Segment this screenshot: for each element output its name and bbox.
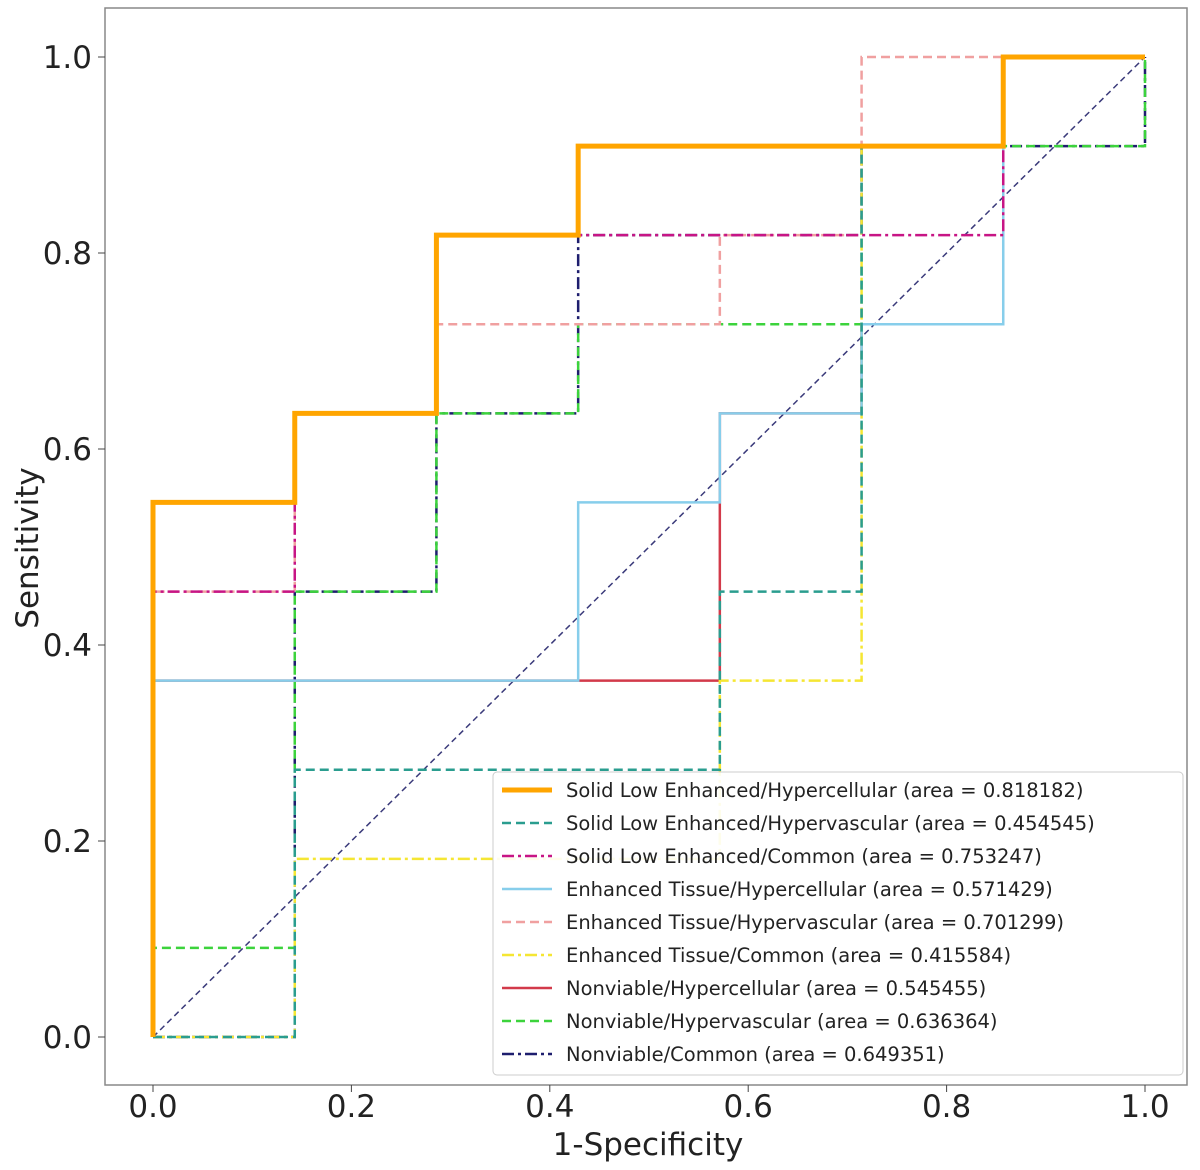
y-tick-label: 0.6	[43, 432, 92, 468]
series-line-3	[151, 55, 1145, 1037]
legend: Solid Low Enhanced/Hypercellular (area =…	[492, 771, 1184, 1076]
legend-label-5: Enhanced Tissue/Common (area = 0.415584)	[566, 944, 1011, 967]
x-tick-label: 0.4	[525, 1089, 574, 1125]
legend-box	[492, 771, 1184, 1076]
y-tick-label: 1.0	[43, 40, 92, 76]
legend-label-6: Nonviable/Hypercellular (area = 0.545455…	[566, 977, 986, 1000]
y-tick-label: 0.0	[43, 1020, 92, 1056]
curves	[150, 54, 1147, 1039]
x-tick-label: 0.8	[922, 1089, 971, 1125]
x-ticks: 0.0 0.2 0.4 0.6 0.8 1.0	[128, 1085, 1170, 1125]
legend-label-2: Solid Low Enhanced/Common (area = 0.7532…	[566, 845, 1042, 868]
y-tick-label: 0.4	[43, 628, 92, 664]
legend-label-3: Enhanced Tissue/Hypercellular (area = 0.…	[566, 878, 1053, 901]
legend-label-7: Nonviable/Hypervascular (area = 0.636364…	[566, 1010, 998, 1033]
y-ticks: 0.0 0.2 0.4 0.6 0.8 1.0	[43, 40, 105, 1056]
x-tick-label: 0.2	[327, 1089, 376, 1125]
legend-label-8: Nonviable/Common (area = 0.649351)	[566, 1043, 945, 1066]
x-tick-label: 0.6	[724, 1089, 773, 1125]
series-line-0	[150, 54, 1145, 1037]
y-tick-label: 0.8	[43, 236, 92, 272]
y-tick-label: 0.2	[43, 824, 92, 860]
legend-label-4: Enhanced Tissue/Hypervascular (area = 0.…	[566, 911, 1064, 934]
x-tick-label: 1.0	[1120, 1089, 1169, 1125]
x-tick-label: 0.0	[128, 1089, 177, 1125]
chance-diagonal	[152, 56, 1146, 1038]
legend-label-1: Solid Low Enhanced/Hypervascular (area =…	[566, 812, 1095, 835]
legend-label-0: Solid Low Enhanced/Hypercellular (area =…	[566, 779, 1083, 802]
y-axis-label: Sensitivity	[10, 467, 46, 628]
x-axis-label: 1-Specificity	[553, 1127, 744, 1163]
